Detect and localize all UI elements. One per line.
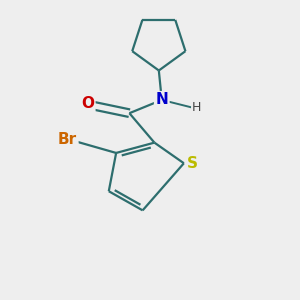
- Text: S: S: [187, 156, 198, 171]
- Text: N: N: [155, 92, 168, 107]
- Text: O: O: [81, 96, 94, 111]
- Text: H: H: [192, 101, 201, 114]
- Text: Br: Br: [58, 132, 77, 147]
